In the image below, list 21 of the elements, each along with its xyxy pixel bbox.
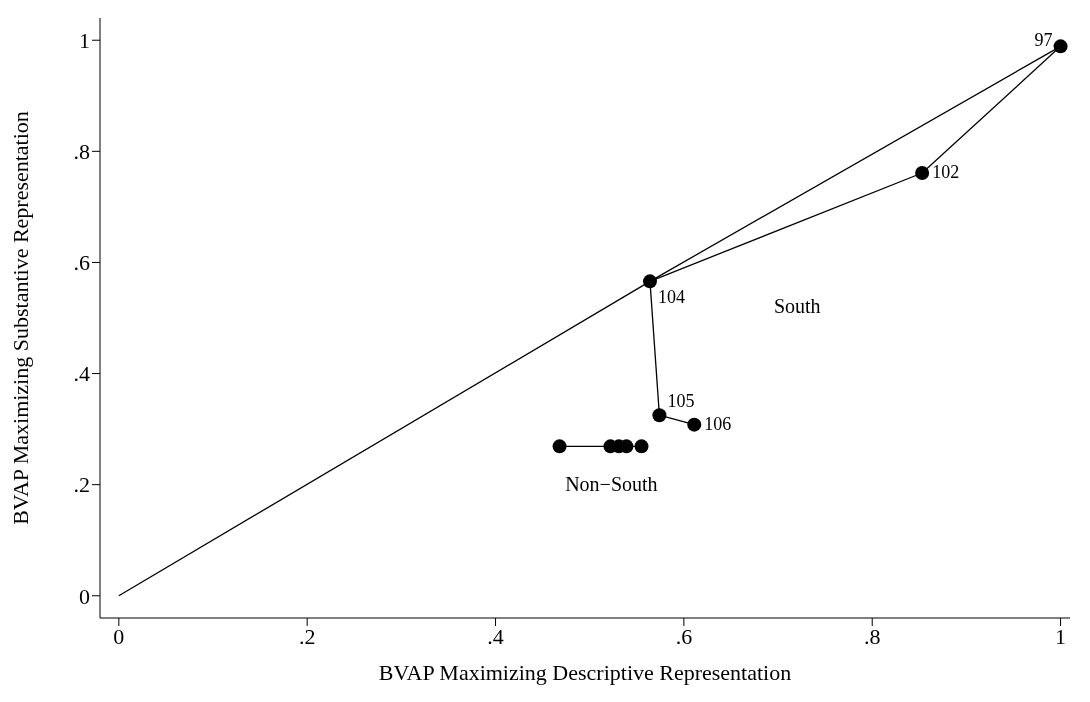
x-tick-label: .4 — [487, 623, 504, 649]
annotation: 97 — [1034, 30, 1053, 51]
y-tick-label: .4 — [73, 361, 90, 387]
y-axis-title: BVAP Maximizing Substantive Representation — [7, 111, 33, 525]
y-tick-label: 0 — [79, 583, 90, 609]
x-tick-label: 0 — [113, 623, 125, 649]
text: South — [773, 294, 821, 317]
y-tick-label: .2 — [73, 472, 90, 498]
x-tick-label: .2 — [298, 623, 316, 649]
annotation: 102 — [932, 162, 960, 182]
y-tick-label: .6 — [73, 250, 90, 276]
y-tick-label: .8 — [73, 139, 90, 165]
series-label: Non−South — [565, 472, 658, 495]
y-tick-label: 1 — [79, 28, 90, 54]
x-axis-title: BVAP Maximizing Descriptive Representation — [378, 660, 792, 685]
x-tick-label: .8 — [863, 623, 881, 649]
x-tick-label: 1 — [1055, 623, 1067, 649]
annotation: 106 — [704, 413, 732, 434]
annotation: 105 — [667, 391, 695, 412]
annotation: 104 — [657, 287, 685, 308]
x-tick-label: .6 — [675, 623, 693, 649]
